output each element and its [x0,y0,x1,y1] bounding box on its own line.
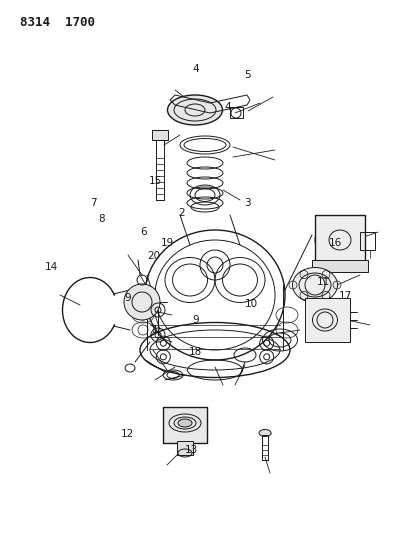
Text: 20: 20 [147,251,160,261]
Bar [177,441,193,455]
Text: 19: 19 [161,238,174,247]
Bar [262,435,268,460]
Ellipse shape [259,430,271,437]
Text: 9: 9 [124,294,131,303]
Bar [163,407,207,443]
Ellipse shape [178,419,192,427]
Bar [156,140,164,200]
Text: 10: 10 [245,299,258,309]
Text: 3: 3 [244,198,251,207]
Bar [163,407,207,443]
Bar [305,298,350,342]
Text: 8: 8 [99,214,105,223]
Bar [312,260,368,272]
Text: 18: 18 [189,347,202,357]
Text: 17: 17 [338,291,352,301]
Text: 8314  1700: 8314 1700 [20,15,95,28]
Text: 2: 2 [178,208,185,218]
Ellipse shape [315,221,355,259]
Text: 5: 5 [244,70,251,79]
Text: 4: 4 [192,64,199,74]
Bar [360,232,375,250]
Text: 16: 16 [328,238,342,247]
Text: 4: 4 [224,102,231,111]
Text: 9: 9 [192,315,199,325]
Ellipse shape [168,95,223,125]
Bar [152,130,168,140]
Ellipse shape [292,268,338,303]
Bar [315,215,365,265]
Text: 14: 14 [45,262,59,271]
Text: 11: 11 [316,278,330,287]
Text: 6: 6 [140,227,147,237]
Text: 7: 7 [91,198,97,207]
Text: 12: 12 [121,430,134,439]
Text: 15: 15 [149,176,162,186]
Circle shape [124,284,160,320]
Text: 13: 13 [185,446,198,455]
Text: 1: 1 [152,326,159,335]
